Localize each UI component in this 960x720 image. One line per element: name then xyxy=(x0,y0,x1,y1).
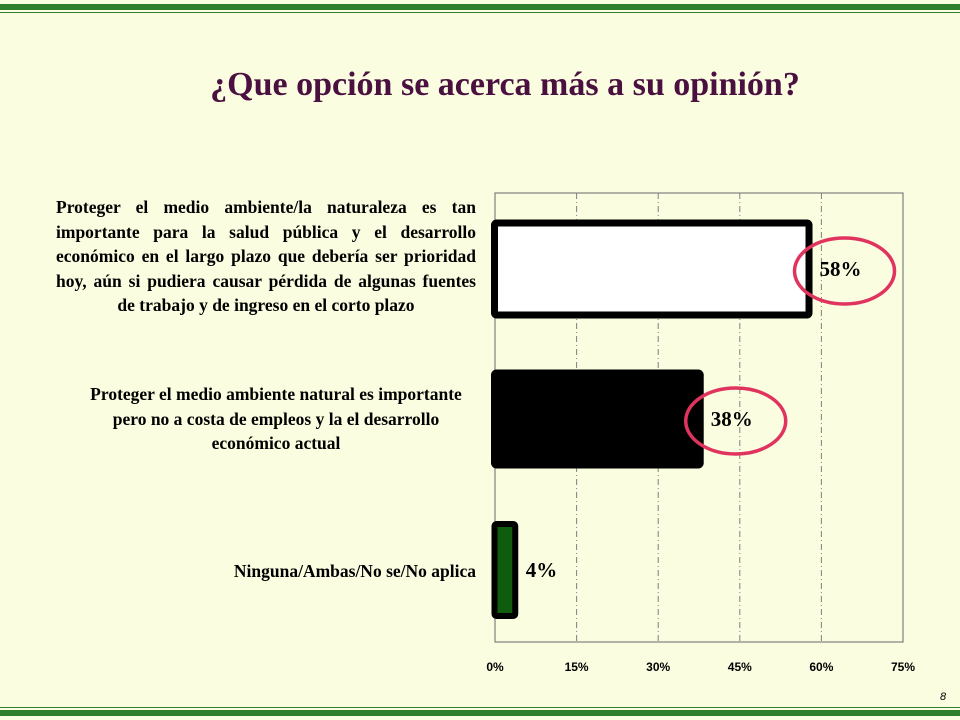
value-label-0: 58% xyxy=(820,257,862,281)
x-tick-label-60: 60% xyxy=(809,660,833,674)
category-label-protect-priority: Proteger el medio ambiente/la naturaleza… xyxy=(56,197,476,315)
x-tick-label-45: 45% xyxy=(728,660,752,674)
highlight-circle-1 xyxy=(683,386,788,456)
highlight-circle-0 xyxy=(792,236,897,306)
top-frame-bar xyxy=(0,4,960,10)
bottom-frame-bar xyxy=(0,710,960,716)
page-number: 8 xyxy=(940,691,947,703)
category-label-none-both: Ninguna/Ambas/No se/No aplica xyxy=(233,561,476,581)
bar-2 xyxy=(491,521,519,619)
x-tick-label-0: 0% xyxy=(486,660,504,674)
page-title: ¿Que opción se acerca más a su opinión? xyxy=(210,66,800,103)
x-tick-label-15: 15% xyxy=(565,660,589,674)
value-label-1: 38% xyxy=(711,407,753,431)
x-tick-label-75: 75% xyxy=(891,660,915,674)
category-label-protect-not-jobs: Proteger el medio ambiente natural es im… xyxy=(90,384,462,453)
x-tick-label-30: 30% xyxy=(646,660,670,674)
value-label-2: 4% xyxy=(526,558,558,582)
bar-1 xyxy=(491,369,704,469)
bar-0 xyxy=(491,219,813,319)
bottom-frame-line xyxy=(0,707,960,708)
top-frame-line xyxy=(0,12,960,13)
